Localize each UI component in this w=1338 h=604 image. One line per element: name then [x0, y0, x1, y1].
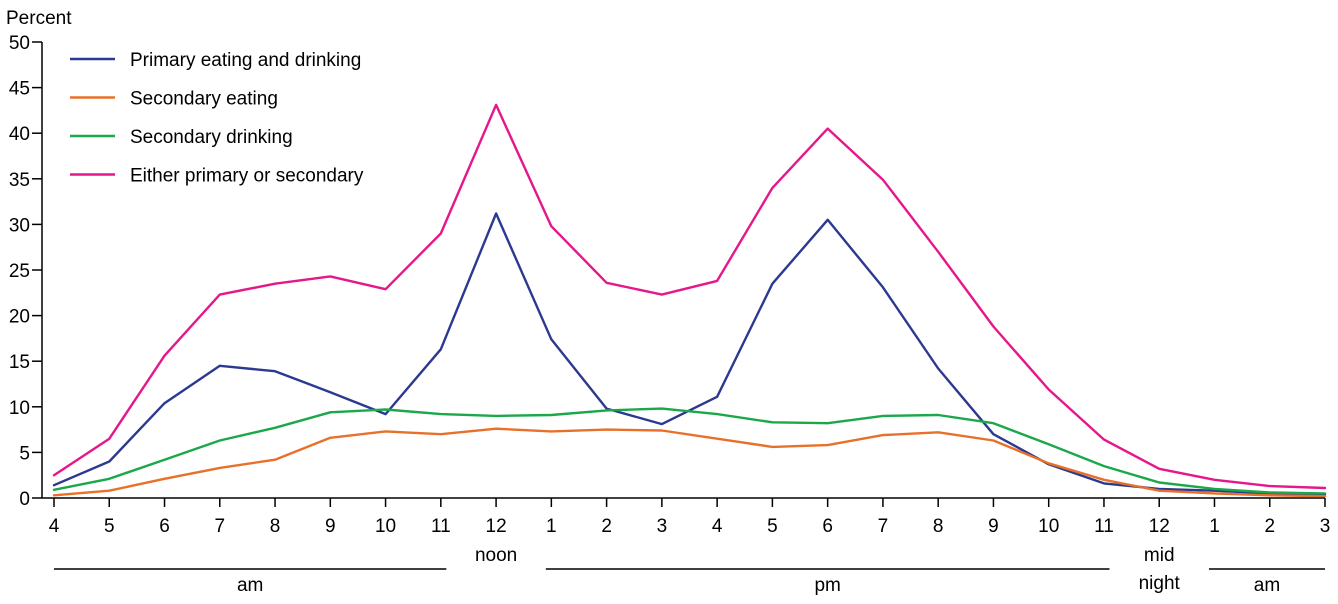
- axes: [41, 42, 1325, 499]
- x-tick-label: 3: [657, 516, 668, 537]
- legend-label: Secondary eating: [130, 89, 278, 110]
- x-tick-label: 10: [1038, 516, 1059, 537]
- period-label: am: [1254, 575, 1280, 596]
- x-axis-ticks: 4 5 6 7 8 9 10 11 12 1 2 3 4 5 6 7 8 9 10 11 12 1 2 3: [49, 498, 1331, 537]
- x-tick-label: 11: [431, 516, 451, 537]
- x-tick-label: 8: [270, 516, 281, 537]
- period-labels: am noon pm mid night am: [54, 545, 1325, 596]
- period-label: mid night: [1139, 545, 1181, 594]
- x-tick-label: 1: [546, 516, 557, 537]
- x-tick-label: 7: [214, 516, 225, 537]
- x-tick-label: 4: [712, 516, 723, 537]
- x-tick-label: 5: [104, 516, 115, 537]
- series-line-either-primary-or-secondary: [52, 103, 1327, 490]
- x-tick-label: 11: [1094, 516, 1114, 537]
- y-tick-label: 35: [9, 170, 30, 191]
- x-tick-label: 6: [159, 516, 170, 537]
- x-tick-label: 4: [49, 516, 60, 537]
- y-tick-label: 20: [9, 307, 30, 328]
- y-tick-label: 10: [9, 398, 30, 419]
- legend-label: Primary eating and drinking: [130, 50, 361, 71]
- series-line-secondary-eating: [52, 427, 1327, 498]
- x-tick-label: 1: [1209, 516, 1220, 537]
- y-tick-label: 15: [9, 352, 30, 373]
- x-tick-label: 2: [601, 516, 612, 537]
- period-label: noon: [475, 545, 517, 566]
- y-tick-label: 50: [9, 33, 30, 54]
- x-tick-label: 3: [1320, 516, 1331, 537]
- x-tick-label: 2: [1264, 516, 1275, 537]
- y-tick-label: 30: [9, 215, 30, 236]
- x-tick-label: 10: [375, 516, 396, 537]
- x-tick-label: 9: [988, 516, 999, 537]
- period-label: pm: [814, 575, 840, 596]
- legend-label: Either primary or secondary: [130, 166, 364, 187]
- y-tick-label: 5: [19, 443, 30, 464]
- x-tick-label: 6: [822, 516, 833, 537]
- y-tick-label: 0: [19, 489, 30, 510]
- period-label: am: [237, 575, 263, 596]
- y-tick-label: 45: [9, 79, 30, 100]
- legend-label: Secondary drinking: [130, 127, 293, 148]
- x-tick-label: 12: [486, 516, 507, 537]
- series-line-primary-eating-and-drinking: [52, 212, 1327, 496]
- series-line-secondary-drinking: [52, 407, 1327, 495]
- x-tick-label: 7: [878, 516, 889, 537]
- series-lines: [52, 103, 1327, 498]
- x-tick-label: 12: [1149, 516, 1170, 537]
- x-tick-label: 8: [933, 516, 944, 537]
- x-tick-label: 5: [767, 516, 778, 537]
- y-tick-label: 25: [9, 261, 30, 282]
- y-axis-ticks: 0 5 10 15 20 25 30 35 40 45 50: [9, 33, 42, 510]
- y-tick-label: 40: [9, 124, 30, 145]
- legend: Primary eating and drinking Secondary eat…: [70, 50, 364, 187]
- y-axis-title: Percent: [6, 8, 72, 29]
- x-tick-label: 9: [325, 516, 336, 537]
